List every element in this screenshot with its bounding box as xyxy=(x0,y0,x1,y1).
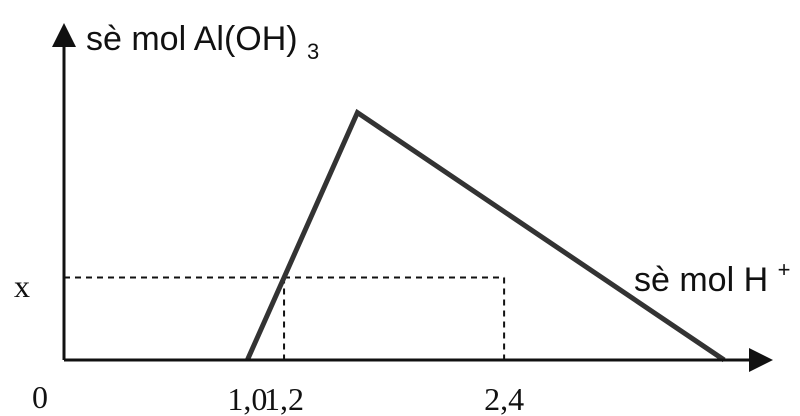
origin-label: 0 xyxy=(32,379,48,415)
x-axis-label-main: sè mol H xyxy=(634,261,768,299)
y-axis-label: sè mol Al(OH) 3 xyxy=(86,20,319,64)
x-tick-label-1: 1,0 xyxy=(227,381,267,416)
x-tick-label-2: 1,2 xyxy=(264,381,304,416)
x-tick-labels: 1,01,2 2,4 xyxy=(227,381,524,416)
series-line-1 xyxy=(245,108,726,363)
guide-lines xyxy=(64,276,506,360)
chart-series xyxy=(245,108,726,363)
y-marker-label: x xyxy=(14,268,30,304)
x-axis-label: sè mol H + xyxy=(634,257,790,299)
y-axis-label-main: sè mol Al(OH) xyxy=(86,20,298,58)
x-axis-label-superscript: + xyxy=(778,257,791,282)
y-axis-label-subscript: 3 xyxy=(307,39,319,64)
x-tick-label-3: 2,4 xyxy=(484,381,524,416)
